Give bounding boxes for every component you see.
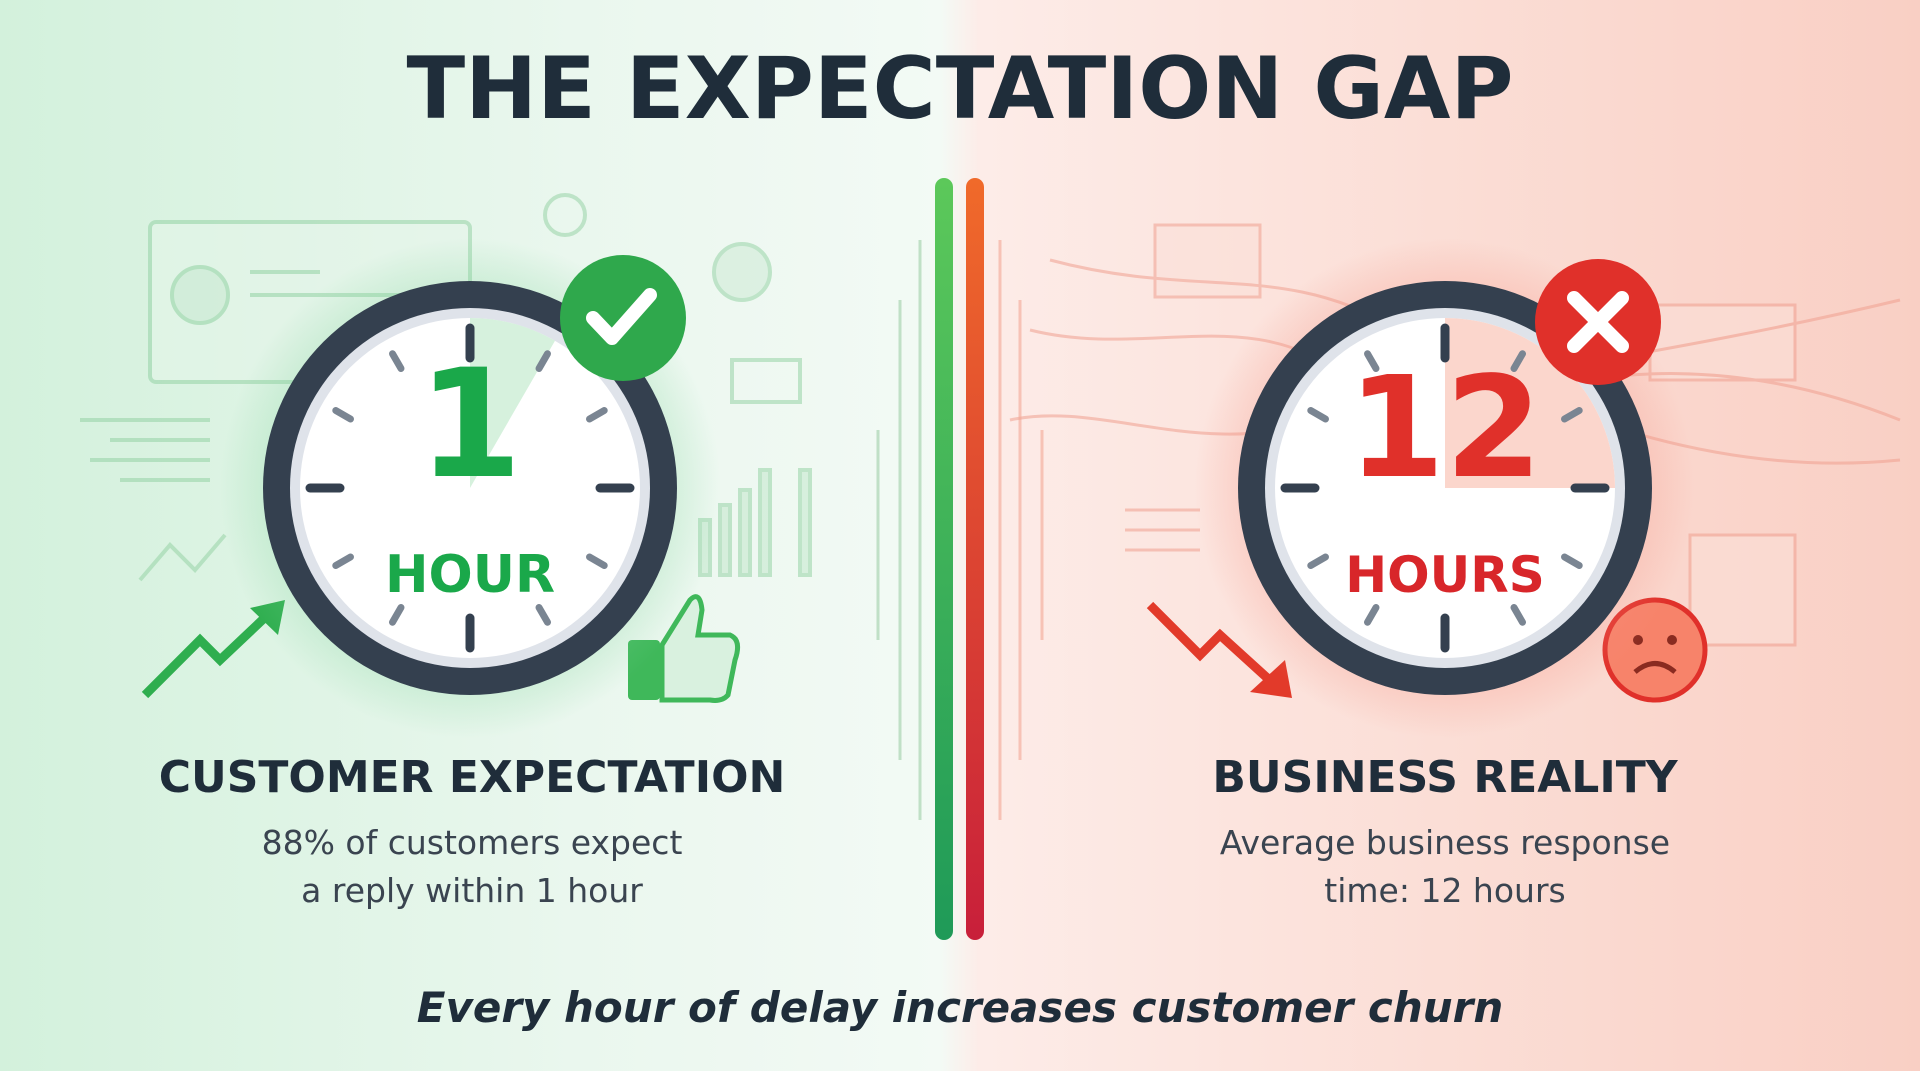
trend-down-icon (1146, 601, 1279, 689)
left-heading: CUSTOMER EXPECTATION (159, 752, 786, 803)
clock-tick (1510, 350, 1526, 372)
check-badge (560, 255, 686, 381)
elapsed-sector (470, 318, 555, 488)
x-badge (1535, 259, 1661, 385)
right-clock-number: 12 (1348, 347, 1543, 510)
right-heading: BUSINESS REALITY (1212, 752, 1678, 803)
center-divider (876, 178, 1044, 940)
clock-tick (535, 604, 551, 626)
clock-tick (332, 407, 354, 423)
trend-up-icon (141, 604, 279, 699)
clock-tick (1364, 604, 1380, 626)
right-desc-line2: time: 12 hours (1324, 871, 1565, 910)
elapsed-sector (1445, 318, 1615, 488)
clock-tick (535, 350, 551, 372)
left-desc-line1: 88% of customers expect (262, 823, 683, 862)
clock-tick (389, 604, 405, 626)
clock-1-hour (220, 238, 720, 738)
clock-tick (1307, 553, 1329, 569)
check-icon (586, 288, 657, 345)
footer-tagline: Every hour of delay increases customer c… (417, 983, 1503, 1032)
clock-tick (1561, 407, 1583, 423)
right-clock-unit: HOURS (1345, 546, 1544, 604)
right-desc-line1: Average business response (1220, 823, 1670, 862)
clock-tick (586, 553, 608, 569)
left-clock-unit: HOUR (385, 545, 555, 605)
clock-tick (1510, 604, 1526, 626)
clock-tick (1364, 350, 1380, 372)
page-title: THE EXPECTATION GAP (407, 39, 1514, 139)
x-icon (1567, 291, 1629, 353)
clock-tick (389, 350, 405, 372)
clock-tick (586, 407, 608, 423)
clock-tick (1561, 553, 1583, 569)
left-desc-line2: a reply within 1 hour (301, 871, 643, 910)
clock-tick (1307, 407, 1329, 423)
clock-tick (332, 553, 354, 569)
left-clock-number: 1 (418, 338, 522, 512)
